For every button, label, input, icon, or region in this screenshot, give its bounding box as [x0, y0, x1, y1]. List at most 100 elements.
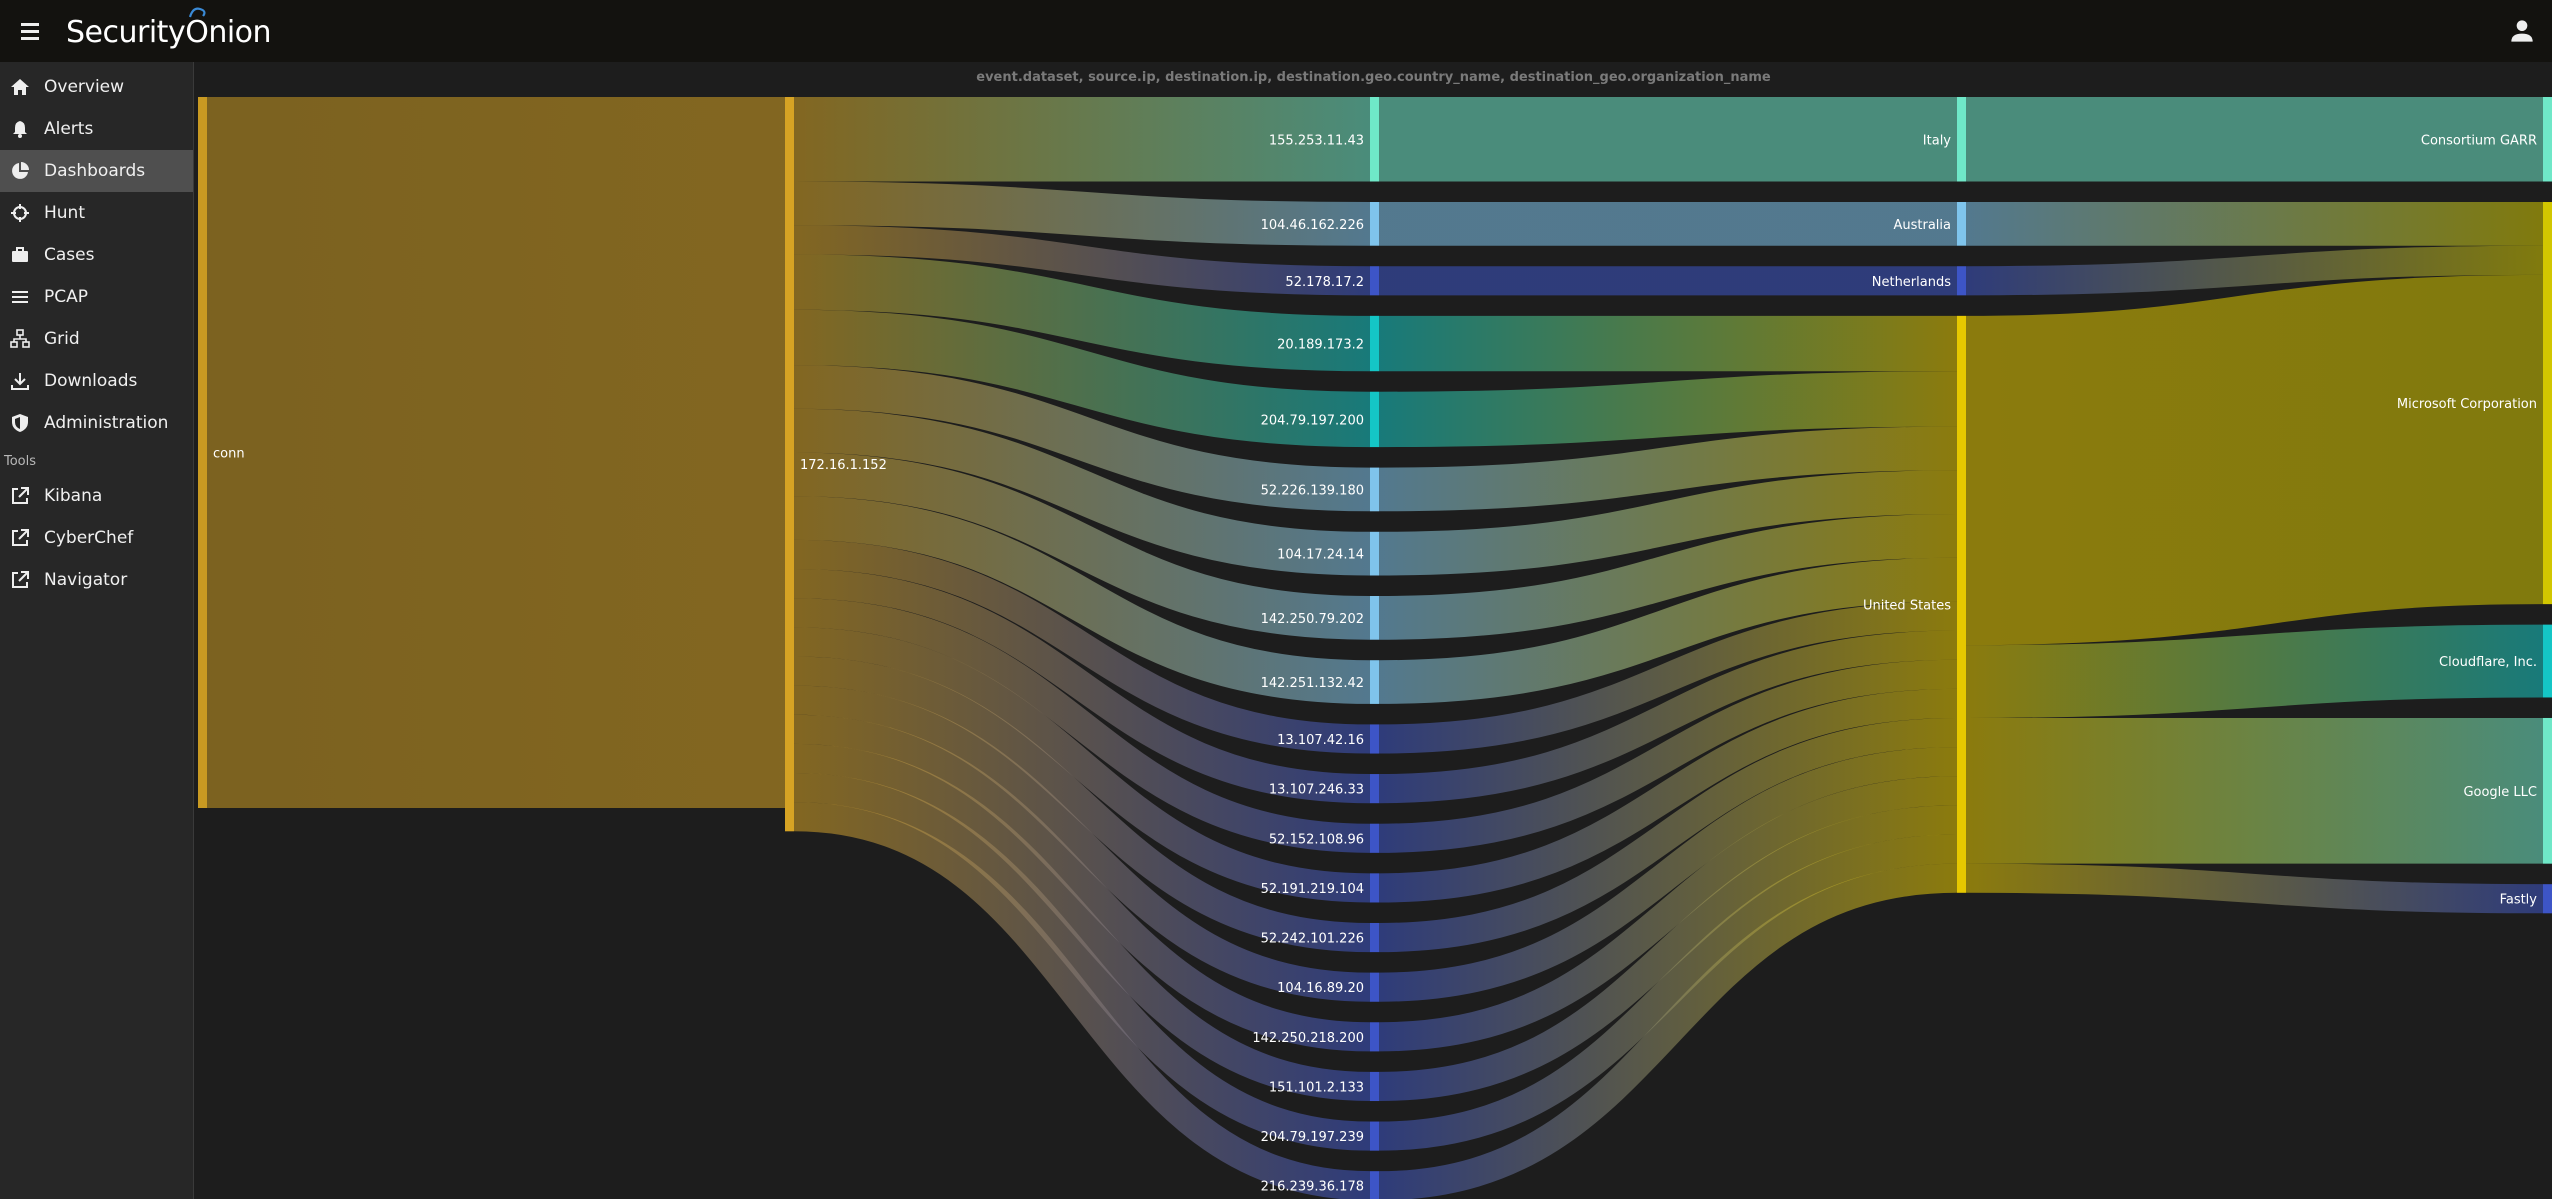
sankey-link[interactable]	[1378, 470, 1958, 576]
sankey-node[interactable]	[2543, 97, 2552, 182]
sankey-node-label: 142.251.132.42	[1261, 676, 1364, 691]
sankey-link[interactable]	[793, 309, 1371, 448]
tools-section-label: Tools	[4, 454, 37, 469]
sankey-node[interactable]	[2543, 717, 2552, 864]
sankey-link[interactable]	[793, 714, 1371, 1052]
sankey-link[interactable]	[793, 598, 1371, 853]
sankey-node[interactable]	[1370, 467, 1379, 512]
sankey-link[interactable]	[793, 365, 1371, 512]
sankey-link[interactable]	[1965, 245, 2544, 296]
sankey-link[interactable]	[1378, 601, 1958, 754]
sankey-node[interactable]	[1957, 97, 1966, 182]
sankey-node[interactable]	[2543, 884, 2552, 914]
sidebar-item-alerts[interactable]: Alerts	[0, 108, 193, 150]
sankey-node[interactable]	[1370, 266, 1379, 296]
sankey-node[interactable]	[1370, 972, 1379, 1002]
sankey-node-label: 155.253.11.43	[1269, 133, 1364, 148]
sankey-node[interactable]	[2543, 624, 2552, 698]
hamburger-menu-icon[interactable]	[14, 17, 46, 45]
account-circle-icon[interactable]	[2506, 15, 2538, 47]
sidebar-item-pcap[interactable]: PCAP	[0, 276, 193, 318]
sankey-node[interactable]	[198, 97, 207, 808]
sankey-node[interactable]	[1370, 1121, 1379, 1151]
sankey-node[interactable]	[785, 97, 794, 832]
sankey-node[interactable]	[1370, 823, 1379, 853]
sankey-node[interactable]	[2543, 202, 2552, 605]
sankey-link[interactable]	[793, 408, 1371, 576]
sidebar-item-hunt[interactable]: Hunt	[0, 192, 193, 234]
sankey-link[interactable]	[793, 452, 1371, 640]
sankey-link[interactable]	[793, 773, 1371, 1151]
sankey-node[interactable]	[1370, 1022, 1379, 1052]
sankey-node[interactable]	[1370, 922, 1379, 953]
sankey-link[interactable]	[793, 802, 1371, 1199]
sankey-node[interactable]	[1370, 202, 1379, 246]
sankey-node[interactable]	[1370, 596, 1379, 640]
sankey-node[interactable]	[1370, 873, 1379, 903]
sankey-node[interactable]	[1370, 1071, 1379, 1102]
sankey-link[interactable]	[1378, 426, 1958, 512]
sankey-link[interactable]	[1378, 863, 1958, 1199]
sankey-link[interactable]	[1965, 274, 2544, 646]
sankey-link[interactable]	[793, 496, 1371, 704]
sidebar-item-dashboards[interactable]: Dashboards	[0, 150, 193, 192]
sankey-link[interactable]	[1378, 514, 1958, 640]
sankey-node[interactable]	[1370, 724, 1379, 754]
sankey-link[interactable]	[793, 656, 1371, 953]
sidebar-item-label: Overview	[44, 77, 125, 97]
sidebar-item-label: Grid	[44, 329, 80, 349]
sankey-link[interactable]	[1378, 776, 1958, 1052]
sankey-link[interactable]	[793, 627, 1371, 903]
sankey-node[interactable]	[1370, 1171, 1379, 1199]
sidebar-item-label: Cases	[44, 245, 95, 265]
sankey-link[interactable]	[793, 685, 1371, 1002]
shield-icon	[12, 414, 28, 432]
sidebar-item-navigator[interactable]: Navigator	[0, 559, 193, 601]
sankey-link[interactable]	[1378, 371, 1958, 448]
sankey-node-label: 204.79.197.239	[1261, 1130, 1364, 1145]
sidebar-item-cyberchef[interactable]: CyberChef	[0, 517, 193, 559]
sankey-link[interactable]	[793, 569, 1371, 804]
sankey-link[interactable]	[793, 743, 1371, 1102]
sidebar-item-kibana[interactable]: Kibana	[0, 475, 193, 517]
sankey-link[interactable]	[793, 181, 1371, 246]
sidebar-item-grid[interactable]: Grid	[0, 318, 193, 360]
sankey-link[interactable]	[1965, 624, 2544, 718]
sankey-link[interactable]	[793, 539, 1371, 754]
list-icon	[12, 291, 28, 303]
sankey-link[interactable]	[1378, 659, 1958, 853]
sidebar-item-label: CyberChef	[44, 528, 134, 548]
sankey-node[interactable]	[1370, 315, 1379, 372]
sankey-link[interactable]	[1378, 717, 1958, 953]
sankey-node-label: Cloudflare, Inc.	[2439, 655, 2537, 670]
sidebar-item-label: PCAP	[44, 287, 89, 307]
sankey-node[interactable]	[1957, 202, 1966, 246]
sankey-node[interactable]	[1370, 97, 1379, 182]
sidebar-item-overview[interactable]: Overview	[0, 66, 193, 108]
sankey-link[interactable]	[793, 225, 1371, 296]
sankey-node-label: United States	[1863, 598, 1951, 613]
app-logo[interactable]: Security Onion	[66, 7, 272, 52]
sankey-link[interactable]	[1378, 630, 1958, 804]
home-icon	[11, 79, 29, 95]
sankey-node[interactable]	[1370, 774, 1379, 804]
briefcase-icon	[12, 247, 28, 262]
sankey-link[interactable]	[1378, 688, 1958, 903]
sidebar-item-cases[interactable]: Cases	[0, 234, 193, 276]
sankey-link[interactable]	[1965, 863, 2544, 914]
sidebar-item-label: Downloads	[44, 371, 138, 391]
sankey-node-label: 142.250.218.200	[1252, 1031, 1364, 1046]
sankey-node[interactable]	[1370, 531, 1379, 576]
sankey-link[interactable]	[1378, 747, 1958, 1002]
sankey-link[interactable]	[1378, 557, 1958, 704]
sankey-node[interactable]	[1370, 391, 1379, 448]
sankey-node[interactable]	[1957, 266, 1966, 296]
sankey-node[interactable]	[1370, 660, 1379, 704]
sidebar-item-administration[interactable]: Administration	[0, 402, 193, 444]
sankey-node-label: Netherlands	[1872, 275, 1951, 290]
sankey-node[interactable]	[1957, 315, 1966, 893]
sankey-link[interactable]	[1378, 834, 1958, 1151]
sidebar-item-downloads[interactable]: Downloads	[0, 360, 193, 402]
sankey-link[interactable]	[793, 254, 1371, 372]
sankey-link[interactable]	[1378, 805, 1958, 1102]
